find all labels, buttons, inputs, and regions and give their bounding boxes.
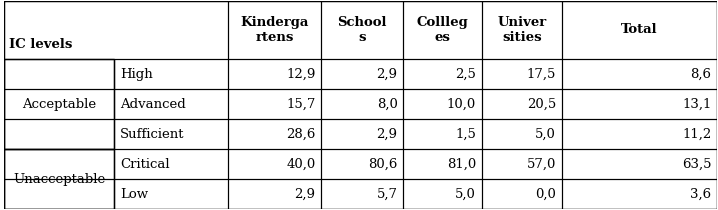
- Text: Sufficient: Sufficient: [120, 128, 185, 141]
- Text: Critical: Critical: [120, 158, 169, 171]
- Text: 0,0: 0,0: [535, 188, 556, 201]
- Text: Unacceptable: Unacceptable: [13, 173, 105, 186]
- Text: Low: Low: [120, 188, 148, 201]
- Text: Acceptable: Acceptable: [22, 98, 96, 111]
- Text: IC levels: IC levels: [9, 38, 73, 51]
- Text: 8,0: 8,0: [377, 98, 398, 111]
- Text: 2,9: 2,9: [294, 188, 315, 201]
- Text: 2,9: 2,9: [377, 128, 398, 141]
- Text: 13,1: 13,1: [682, 98, 712, 111]
- Text: Univer
sities: Univer sities: [497, 16, 546, 44]
- Text: Advanced: Advanced: [120, 98, 186, 111]
- Text: 1,5: 1,5: [455, 128, 476, 141]
- Text: 15,7: 15,7: [286, 98, 315, 111]
- Text: 5,0: 5,0: [455, 188, 476, 201]
- Text: High: High: [120, 68, 153, 81]
- Text: 3,6: 3,6: [691, 188, 712, 201]
- Text: 8,6: 8,6: [691, 68, 712, 81]
- Text: 17,5: 17,5: [527, 68, 556, 81]
- Text: Collleg
es: Collleg es: [416, 16, 468, 44]
- Text: 63,5: 63,5: [682, 158, 712, 171]
- Text: 2,5: 2,5: [455, 68, 476, 81]
- Text: 2,9: 2,9: [377, 68, 398, 81]
- Text: 40,0: 40,0: [286, 158, 315, 171]
- Text: School
s: School s: [337, 16, 387, 44]
- Text: 28,6: 28,6: [286, 128, 315, 141]
- Text: 10,0: 10,0: [447, 98, 476, 111]
- Text: 81,0: 81,0: [447, 158, 476, 171]
- Text: 5,7: 5,7: [377, 188, 398, 201]
- Text: 11,2: 11,2: [682, 128, 712, 141]
- Text: 5,0: 5,0: [535, 128, 556, 141]
- Text: 12,9: 12,9: [286, 68, 315, 81]
- Text: 80,6: 80,6: [368, 158, 398, 171]
- Text: 57,0: 57,0: [527, 158, 556, 171]
- Text: Kinderga
rtens: Kinderga rtens: [241, 16, 309, 44]
- Text: Total: Total: [621, 23, 658, 36]
- Text: 20,5: 20,5: [527, 98, 556, 111]
